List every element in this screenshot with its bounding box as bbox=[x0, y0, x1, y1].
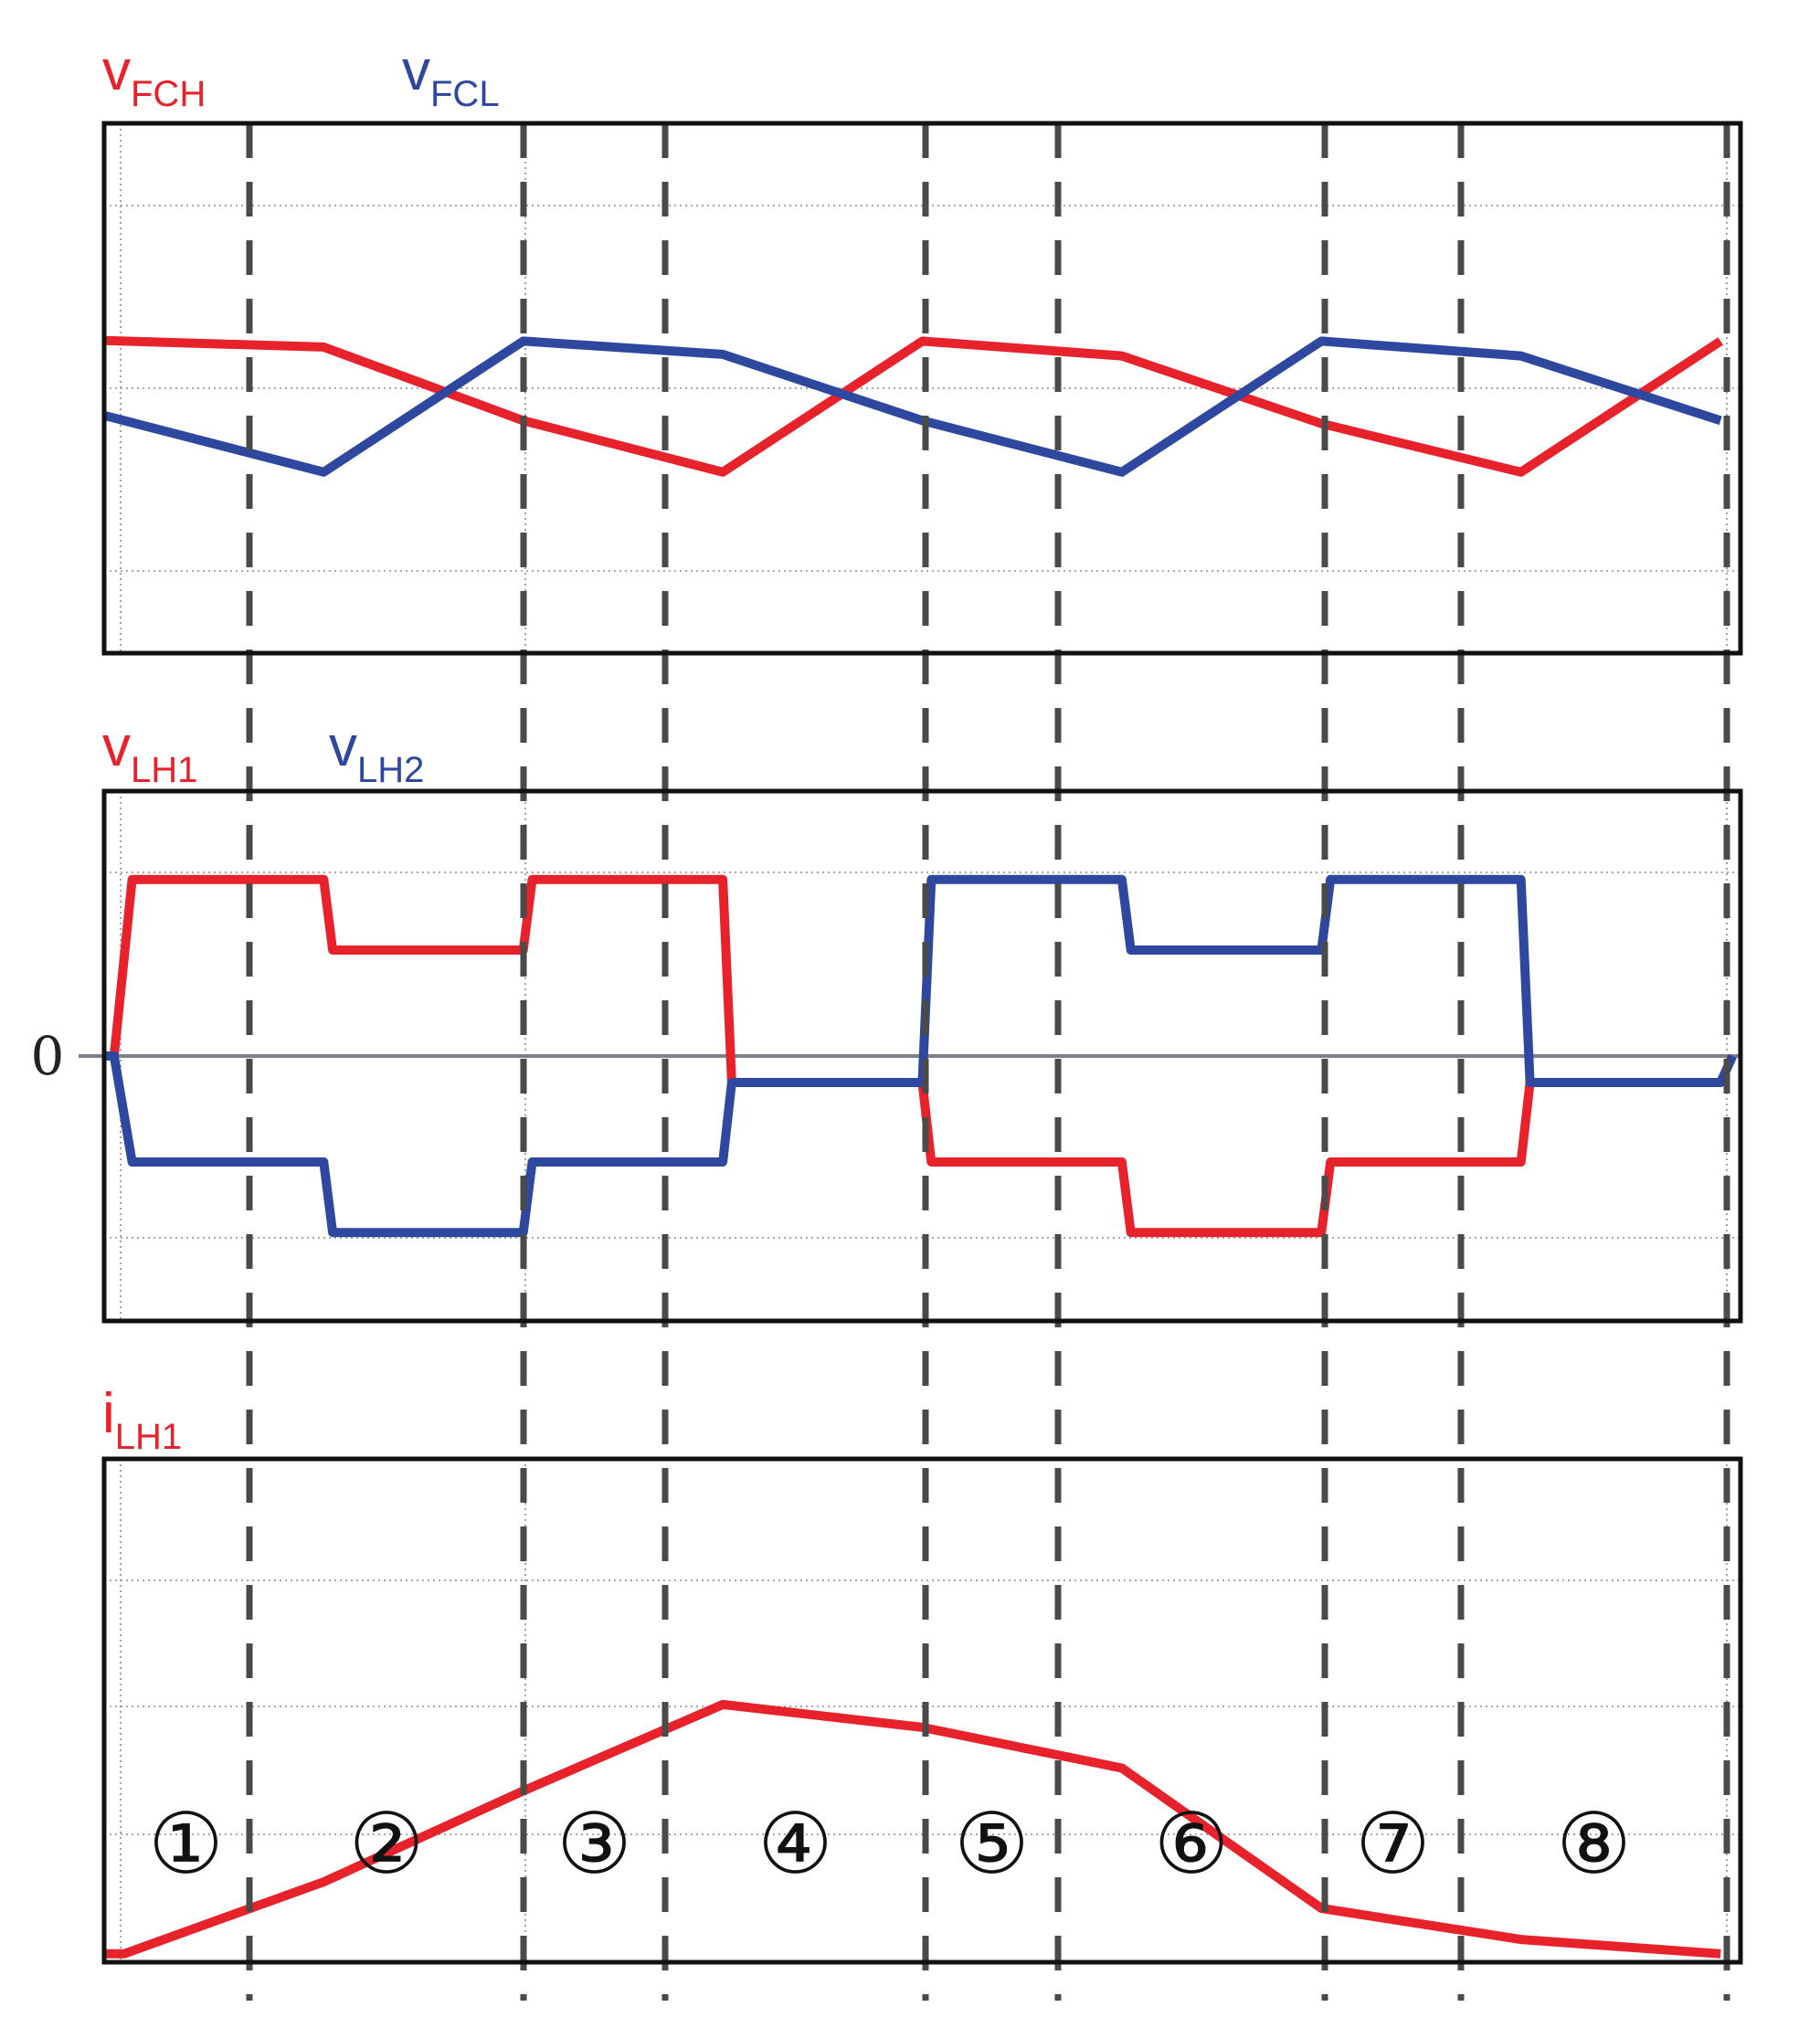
interval-number-3: ③ bbox=[556, 1795, 631, 1893]
series-layer bbox=[102, 335, 1737, 1959]
interval-number-1: ① bbox=[148, 1795, 223, 1893]
signal-label-ilh1: iLH1 bbox=[102, 1382, 182, 1457]
text-layer: 0 vFCH vFCL vLH1 vLH2 iLH1 ① ② ③ ④ ⑤ ⑥ ⑦ ⑧ bbox=[31, 39, 1632, 1893]
interval-number-6: ⑥ bbox=[1154, 1795, 1229, 1893]
signal-label-vlh2: vLH2 bbox=[329, 715, 424, 790]
interval-divider-layer bbox=[246, 123, 1730, 2001]
signal-label-vfch: vFCH bbox=[102, 39, 206, 114]
panel-frame-1 bbox=[101, 121, 1743, 656]
interval-number-2: ② bbox=[349, 1795, 424, 1893]
signal-label-vlh1: vLH1 bbox=[102, 715, 197, 790]
signal-label-vfcl: vFCL bbox=[402, 39, 500, 114]
interval-number-8: ⑧ bbox=[1556, 1795, 1631, 1893]
interval-number-4: ④ bbox=[757, 1795, 832, 1893]
panel-frame-2 bbox=[101, 788, 1743, 1324]
series-line-iLH1 bbox=[104, 1699, 1721, 1959]
interval-number-5: ⑤ bbox=[954, 1795, 1029, 1893]
panel-frame-3 bbox=[101, 1456, 1743, 1965]
panel-frame-layer bbox=[101, 121, 1743, 1965]
series-line-vFCL bbox=[102, 336, 1722, 477]
series-line-vFCH bbox=[103, 335, 1723, 477]
zero-tick-label: 0 bbox=[31, 1025, 65, 1087]
interval-number-7: ⑦ bbox=[1355, 1795, 1430, 1893]
